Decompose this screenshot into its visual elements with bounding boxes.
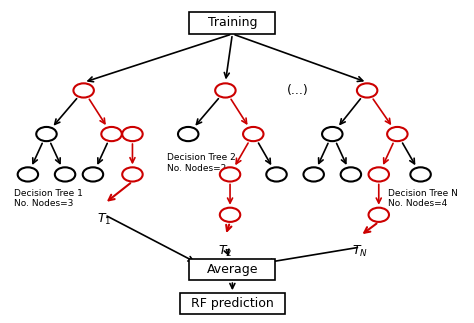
Circle shape (36, 127, 57, 141)
Circle shape (220, 208, 240, 222)
Text: Training: Training (208, 16, 257, 29)
Circle shape (369, 208, 389, 222)
Circle shape (387, 127, 408, 141)
Circle shape (303, 167, 324, 182)
Circle shape (18, 167, 38, 182)
Circle shape (341, 167, 361, 182)
Circle shape (243, 127, 264, 141)
Circle shape (83, 167, 103, 182)
Text: Decision Tree 1
No. Nodes=3: Decision Tree 1 No. Nodes=3 (14, 189, 83, 208)
Text: Decision Tree N
No. Nodes=4: Decision Tree N No. Nodes=4 (388, 189, 458, 208)
Text: Decision Tree 2
No. Nodes=2: Decision Tree 2 No. Nodes=2 (167, 153, 236, 173)
FancyBboxPatch shape (190, 259, 275, 280)
Text: (...): (...) (287, 84, 308, 97)
Circle shape (369, 167, 389, 182)
Circle shape (122, 127, 143, 141)
Circle shape (178, 127, 199, 141)
Text: RF prediction: RF prediction (191, 297, 274, 310)
Circle shape (266, 167, 287, 182)
FancyBboxPatch shape (180, 293, 285, 314)
Circle shape (215, 83, 236, 98)
Circle shape (410, 167, 431, 182)
Text: $T_N$: $T_N$ (352, 244, 368, 259)
FancyBboxPatch shape (190, 12, 275, 34)
Circle shape (101, 127, 122, 141)
Circle shape (357, 83, 377, 98)
Circle shape (73, 83, 94, 98)
Circle shape (122, 167, 143, 182)
Text: $T_2$: $T_2$ (218, 244, 233, 259)
Circle shape (322, 127, 343, 141)
Text: $T_1$: $T_1$ (97, 212, 112, 227)
Text: Average: Average (207, 263, 258, 276)
Circle shape (55, 167, 75, 182)
Circle shape (220, 167, 240, 182)
